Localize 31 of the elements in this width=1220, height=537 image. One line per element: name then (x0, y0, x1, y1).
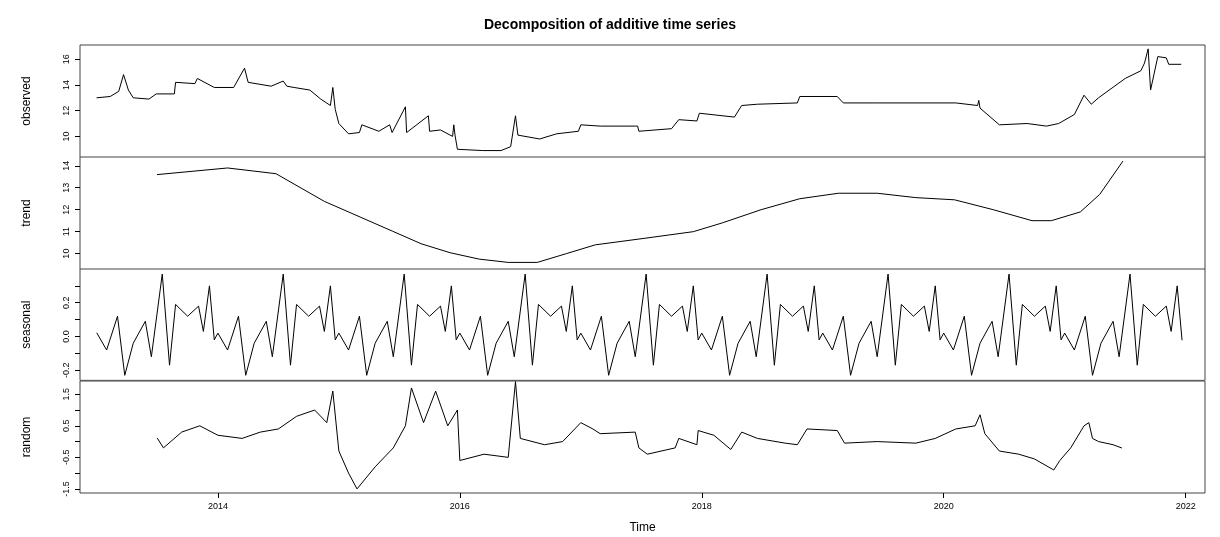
y-axis-title: seasonal (19, 300, 33, 349)
y-tick-label: 10 (60, 131, 71, 142)
y-tick-label: -0.2 (60, 362, 71, 378)
y-axis-title: observed (19, 76, 33, 126)
y-axis-title: random (19, 416, 33, 458)
x-tick-label: 2014 (207, 500, 228, 511)
x-tick-label: 2020 (933, 500, 954, 511)
y-tick-label: -0.5 (60, 449, 71, 466)
line-series (156, 160, 1124, 263)
x-tick-label: 2022 (1175, 500, 1196, 511)
y-tick-label: 10 (60, 248, 71, 259)
y-axis-title: trend (19, 199, 33, 227)
y-tick-label: 13 (60, 182, 71, 193)
chart-title: Decomposition of additive time series (483, 16, 737, 32)
y-tick-label: 14 (60, 160, 71, 171)
line-series (156, 381, 1123, 490)
line-series (96, 48, 1182, 152)
x-axis-title: Time (629, 520, 656, 534)
y-tick-label: 12 (60, 204, 71, 215)
y-tick-label: 1.5 (60, 387, 71, 401)
y-tick-label: 0.2 (60, 296, 71, 310)
y-tick-label: 14 (60, 79, 71, 90)
y-tick-label: -1.5 (60, 481, 71, 497)
x-tick-label: 2018 (691, 500, 712, 511)
y-tick-label: 11 (60, 226, 71, 237)
x-tick-label: 2016 (449, 500, 470, 511)
y-tick-label: 0.0 (60, 330, 71, 343)
line-series (96, 273, 1183, 376)
y-tick-label: 16 (60, 54, 71, 65)
y-tick-label: 0.5 (60, 419, 71, 433)
y-tick-label: 12 (60, 105, 71, 116)
